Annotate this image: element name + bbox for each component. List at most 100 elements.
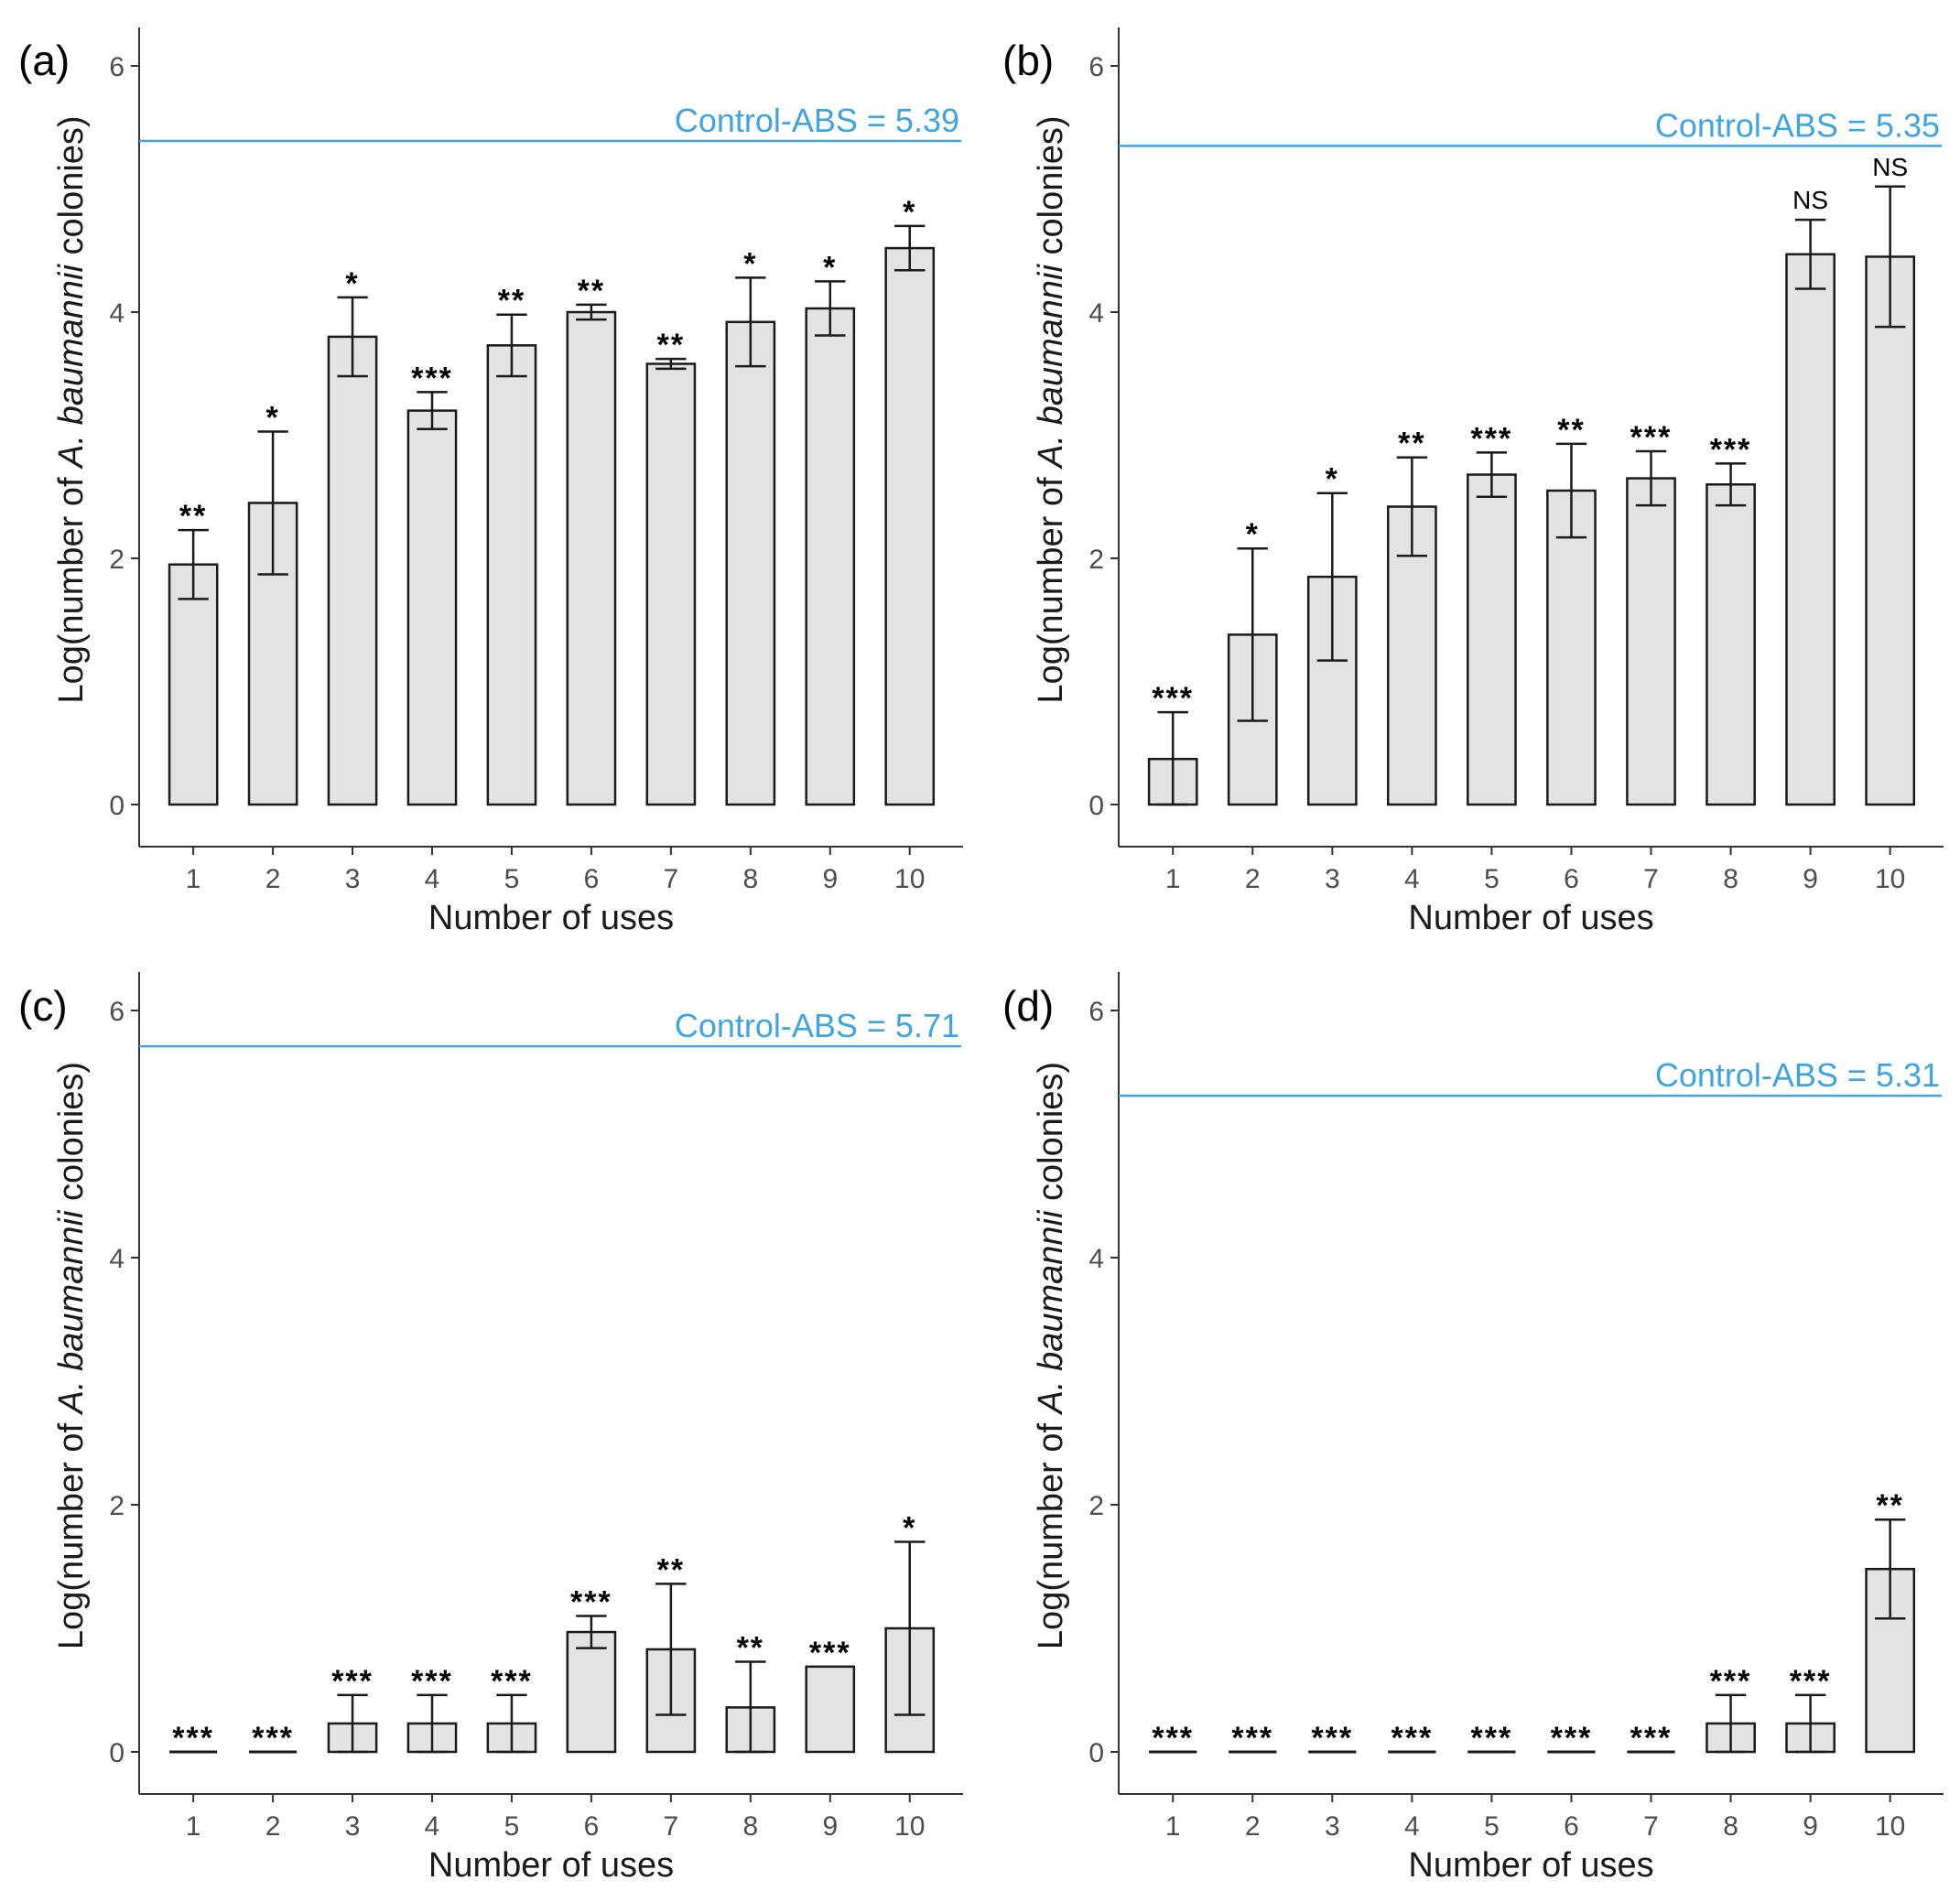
control-label: Control-ABS = 5.39 xyxy=(675,102,959,139)
x-tick-label: 1 xyxy=(186,864,201,894)
y-axis-title-suffix: colonies) xyxy=(1032,115,1070,265)
y-tick-label: 0 xyxy=(109,1738,125,1768)
significance-label: ** xyxy=(1876,1488,1903,1523)
y-tick-label: 2 xyxy=(109,545,125,575)
y-tick-label: 2 xyxy=(109,1491,125,1521)
y-axis-title-suffix: colonies) xyxy=(52,115,91,265)
x-tick-label: 8 xyxy=(742,864,758,894)
x-tick-label: 10 xyxy=(1875,864,1905,894)
control-label: Control-ABS = 5.31 xyxy=(1655,1056,1940,1094)
y-tick-label: 6 xyxy=(109,52,125,82)
y-tick-label: 2 xyxy=(1088,545,1104,575)
y-axis-title: Log(number of A. baumannii colonies) xyxy=(52,1062,91,1649)
x-tick-label: 9 xyxy=(1803,1811,1818,1842)
bar xyxy=(566,1630,617,1754)
significance-label: ** xyxy=(657,1552,685,1587)
panel-label: (d) xyxy=(1002,982,1054,1030)
significance-label: ** xyxy=(1398,427,1425,461)
x-tick-label: 2 xyxy=(1245,864,1261,894)
y-tick-label: 2 xyxy=(1088,1491,1104,1521)
significance-label: *** xyxy=(1231,1721,1273,1756)
x-tick-label: 5 xyxy=(504,1811,520,1842)
y-tick-label: 4 xyxy=(109,1244,125,1274)
x-tick-label: 10 xyxy=(894,864,925,894)
y-tick-label: 6 xyxy=(1088,52,1104,82)
x-tick-label: 2 xyxy=(265,1811,281,1842)
x-tick-label: 10 xyxy=(894,1811,925,1842)
bar xyxy=(645,362,697,806)
x-tick-label: 9 xyxy=(822,1811,838,1842)
significance-label: *** xyxy=(1391,1721,1434,1756)
significance-label: *** xyxy=(1790,1664,1832,1699)
x-axis-title: Number of uses xyxy=(1408,899,1653,937)
significance-label: *** xyxy=(1710,1664,1752,1699)
significance-label: * xyxy=(265,400,279,435)
significance-label: ** xyxy=(498,284,525,319)
significance-label: * xyxy=(743,246,757,281)
x-tick-label: 6 xyxy=(1564,864,1579,894)
bar xyxy=(1546,489,1597,806)
y-axis-title-species: A. baumannii xyxy=(1032,1209,1070,1415)
y-axis-title: Log(number of A. baumannii colonies) xyxy=(1032,115,1070,703)
x-tick-label: 2 xyxy=(265,864,281,894)
significance-label: ** xyxy=(1557,413,1585,448)
y-axis-title-species: A. baumannii xyxy=(1032,264,1070,470)
y-axis-title-species: A. baumannii xyxy=(52,1209,91,1415)
x-tick-label: 1 xyxy=(1165,864,1181,894)
x-tick-label: 8 xyxy=(742,1811,758,1842)
significance-label: NS xyxy=(1872,153,1908,181)
significance-label: *** xyxy=(809,1636,851,1670)
significance-label: ** xyxy=(578,274,605,308)
significance-label: *** xyxy=(1471,421,1513,456)
x-axis-title: Number of uses xyxy=(428,899,674,937)
x-tick-label: 9 xyxy=(822,864,838,894)
y-axis-title: Log(number of A. baumannii colonies) xyxy=(52,115,91,703)
significance-label: *** xyxy=(570,1585,612,1620)
bar xyxy=(1626,477,1676,806)
significance-label: *** xyxy=(1710,432,1752,467)
bar xyxy=(406,409,458,806)
x-tick-label: 1 xyxy=(186,1811,201,1842)
significance-label: * xyxy=(345,266,359,301)
bar xyxy=(327,335,378,806)
y-tick-label: 0 xyxy=(1088,791,1104,821)
y-tick-label: 4 xyxy=(1088,298,1104,329)
control-label: Control-ABS = 5.71 xyxy=(675,1007,959,1044)
y-axis-title-prefix: Log(number of xyxy=(52,468,91,704)
y-tick-label: 4 xyxy=(1088,1244,1104,1274)
y-tick-label: 0 xyxy=(109,791,125,821)
x-tick-label: 5 xyxy=(504,864,520,894)
x-tick-label: 9 xyxy=(1803,864,1818,894)
panel-label: (a) xyxy=(18,37,70,84)
significance-label: *** xyxy=(1630,420,1673,455)
x-tick-label: 7 xyxy=(1643,1811,1659,1842)
x-tick-label: 6 xyxy=(584,864,600,894)
y-tick-label: 0 xyxy=(1088,1738,1104,1768)
chart-panel-4: 0 2 4 6 Control-ABS = 5.31 *** 1 *** 2 *** 3 *** 4 **… xyxy=(1002,972,1944,1885)
y-axis-title-prefix: Log(number of xyxy=(1032,468,1070,704)
significance-label: ** xyxy=(737,1630,764,1665)
x-tick-label: 4 xyxy=(425,1811,440,1842)
significance-label: *** xyxy=(172,1721,214,1756)
y-tick-label: 6 xyxy=(1088,997,1104,1027)
x-tick-label: 3 xyxy=(1325,864,1340,894)
y-tick-label: 4 xyxy=(109,298,125,329)
bar xyxy=(1467,473,1517,806)
significance-label: *** xyxy=(252,1721,294,1756)
y-axis-title-prefix: Log(number of xyxy=(1032,1413,1070,1649)
x-tick-label: 1 xyxy=(1165,1811,1181,1842)
bar xyxy=(486,344,537,806)
bar xyxy=(805,307,856,806)
y-axis-title-suffix: colonies) xyxy=(1032,1062,1070,1211)
panel-label: (c) xyxy=(18,982,68,1030)
significance-label: ** xyxy=(179,499,207,534)
significance-label: * xyxy=(823,250,837,285)
y-axis-title-suffix: colonies) xyxy=(52,1062,91,1211)
y-tick-label: 6 xyxy=(109,997,125,1027)
x-tick-label: 5 xyxy=(1484,864,1500,894)
significance-label: *** xyxy=(411,361,453,395)
bar xyxy=(1865,255,1916,806)
